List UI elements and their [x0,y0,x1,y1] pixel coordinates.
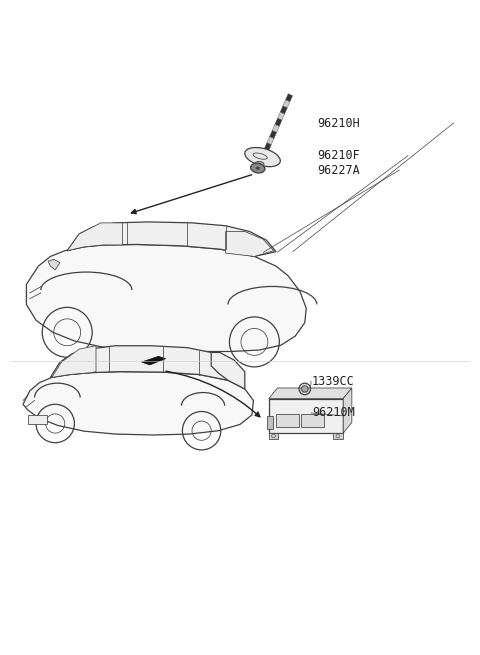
Text: 96227A: 96227A [317,164,360,177]
FancyBboxPatch shape [28,415,47,424]
Ellipse shape [251,163,265,173]
Polygon shape [267,137,274,145]
Text: 96210H: 96210H [317,117,360,130]
Polygon shape [286,94,293,102]
Polygon shape [264,143,271,151]
Text: 1339CC: 1339CC [312,375,355,388]
Ellipse shape [256,167,260,170]
Polygon shape [67,223,122,251]
Polygon shape [26,244,306,352]
Polygon shape [280,106,287,114]
Polygon shape [211,352,245,389]
Text: 96210M: 96210M [312,407,355,419]
Ellipse shape [254,161,264,167]
Polygon shape [275,119,282,126]
Polygon shape [67,222,276,257]
Circle shape [301,386,308,392]
Bar [333,433,343,439]
Polygon shape [277,112,285,120]
FancyBboxPatch shape [269,398,343,433]
Polygon shape [48,259,60,270]
Polygon shape [23,371,253,435]
Text: 96210F: 96210F [317,149,360,162]
Polygon shape [270,130,276,139]
Polygon shape [142,356,166,365]
Ellipse shape [245,147,280,166]
Polygon shape [272,124,279,132]
Polygon shape [52,346,96,377]
Bar [301,414,324,427]
Bar [269,433,278,439]
Bar [276,414,299,427]
Bar [267,416,273,429]
Polygon shape [283,100,290,108]
Polygon shape [226,231,274,257]
Polygon shape [343,388,352,433]
Polygon shape [269,388,352,398]
Polygon shape [50,346,236,381]
